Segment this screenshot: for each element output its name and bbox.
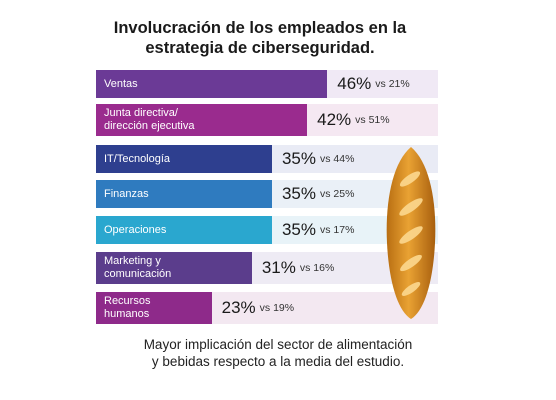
bar-row: Marketing y comunicación 31% vs 16% (96, 252, 438, 284)
category-label: IT/Tecnología (104, 152, 171, 165)
value-label-group: 46% vs 21% (337, 70, 409, 98)
value-label: 42% (317, 110, 352, 129)
value-label: 31% (261, 258, 296, 277)
value-label: 35% (281, 220, 316, 239)
value-label-group: 23% vs 19% (222, 292, 294, 324)
value-label: 35% (281, 149, 316, 168)
value-label-group: 35% vs 44% (282, 145, 354, 173)
bar-row: Junta directiva/ dirección ejecutiva 42% v… (96, 104, 438, 136)
value-label-group: 31% vs 16% (262, 252, 334, 284)
bar-row: Operaciones 35% vs 17% (96, 216, 438, 244)
bar (96, 70, 328, 98)
comparison-label: vs 44% (319, 153, 355, 165)
bar (96, 292, 212, 324)
comparison-label: vs 25% (319, 188, 355, 200)
bar-row: Finanzas 35% vs 25% (96, 180, 438, 208)
value-label: 23% (221, 298, 256, 317)
bread-icon (386, 147, 436, 319)
value-label: 35% (281, 184, 316, 203)
bar-row: Ventas 46% vs 21% (96, 70, 438, 98)
bar-row: IT/Tecnología 35% vs 44% (96, 145, 438, 173)
value-label: 46% (337, 74, 372, 93)
bar (96, 104, 308, 136)
comparison-label: vs 16% (299, 262, 335, 274)
category-label: Finanzas (104, 187, 149, 200)
category-label: Junta directiva/ dirección ejecutiva (104, 107, 195, 132)
value-label-group: 35% vs 17% (282, 216, 354, 244)
bar (96, 216, 272, 244)
bar (96, 180, 272, 208)
value-label-group: 42% vs 51% (317, 104, 389, 136)
bar (96, 145, 272, 173)
comparison-label: vs 51% (355, 114, 390, 126)
bar (96, 252, 252, 284)
comparison-label: vs 21% (375, 78, 410, 90)
comparison-label: vs 17% (319, 224, 355, 236)
category-label: Marketing y comunicación (104, 255, 172, 280)
category-label: Operaciones (104, 223, 167, 236)
comparison-label: vs 19% (259, 302, 295, 314)
category-label: Ventas (104, 77, 138, 90)
value-label-group: 35% vs 25% (282, 180, 354, 208)
chart-title: Involucración de los empleados en la est… (113, 19, 407, 57)
bar-row: Recursos humanos 23% vs 19% (96, 292, 438, 324)
footnote: Mayor implicación del sector de alimenta… (143, 337, 413, 369)
category-label: Recursos humanos (104, 295, 151, 320)
